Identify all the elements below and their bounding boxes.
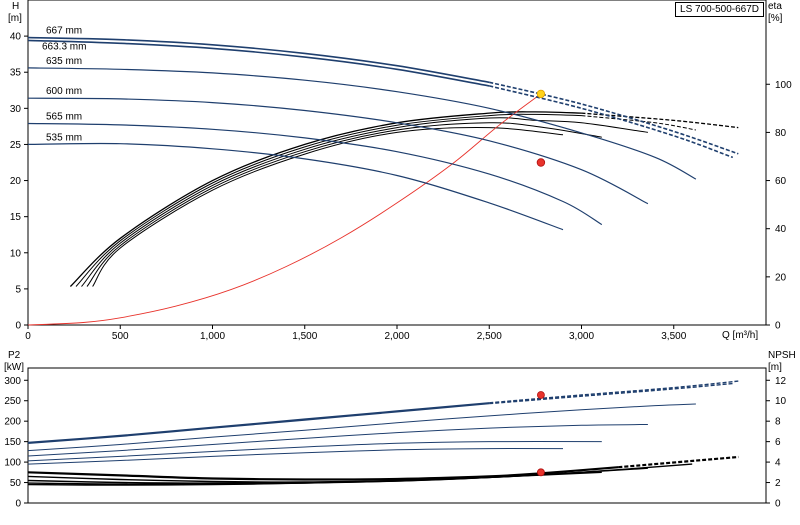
h-axis-unit: [m] [8,13,22,24]
h-tick-label: 20 [10,176,22,187]
npsh-tick-label: 2 [775,478,781,489]
npsh-axis-label: NPSH [768,350,796,361]
h-tick-label: 10 [10,248,22,259]
npsh-curve [27,472,564,486]
p2-tick-label: 250 [4,396,21,407]
duty-point [536,158,546,167]
power-curve-dashed [489,380,739,404]
p2-tick-label: 0 [15,499,21,510]
duty-point [537,391,545,399]
power-curve [27,403,696,452]
p2-axis-label: P2 [8,350,21,361]
power-npsh-panel: P2 [kW] NPSH [m] 0 50 100 150 200 250 300 0 2 4 6 8… [4,350,796,510]
p2-tick-label: 300 [4,376,21,387]
head-curve-dashed [489,85,734,159]
duty-point [536,89,546,99]
head-curve-dashed [489,81,739,155]
h-axis-label: H [12,1,19,12]
efficiency-curve [86,122,602,287]
head-curve-label: 565 mm [46,112,82,123]
npsh-tick-label: 12 [775,376,787,387]
bottom-curves [27,380,739,486]
p2-tick-label: 200 [4,417,21,428]
npsh-tick-label: 4 [775,458,781,469]
x-tick-label: 500 [112,331,129,342]
head-curve-label: 667 mm [46,26,82,37]
x-tick-label: 2,000 [384,331,409,342]
h-tick-label: 35 [10,68,22,79]
power-curve-dashed [489,382,733,405]
x-tick-label: 3,500 [661,331,686,342]
h-tick-label: 25 [10,140,22,151]
head-curve [27,122,603,226]
power-curve [27,448,564,465]
efficiency-curve [81,117,648,287]
head-curve [27,97,649,205]
npsh-curve [27,466,619,481]
eta-tick-label: 40 [775,224,787,235]
head-curve-label: 635 mm [46,56,82,67]
npsh-tick-label: 0 [775,499,781,510]
head-curve-label: 535 mm [46,132,82,143]
x-tick-label: 1,500 [292,331,317,342]
x-tick-label: 0 [25,331,31,342]
head-efficiency-panel: H [m] eta [%] Q [m³/h] 667 mm 663.3 mm 635… [8,0,792,342]
h-tick-label: 40 [10,32,22,43]
top-plot-frame [27,0,767,326]
head-curve-label: 600 mm [46,86,82,97]
x-tick-label: 3,000 [569,331,594,342]
power-curve [27,424,648,457]
efficiency-curve [92,127,564,287]
head-curve [27,39,490,87]
eta-tick-label: 80 [775,128,787,139]
power-curve [27,402,490,444]
eta-axis-label: eta [768,1,782,12]
power-curve [27,402,490,444]
eta-tick-label: 0 [775,321,781,332]
model-label: LS 700-500-667D [675,2,764,17]
npsh-axis-unit: [m] [768,362,782,373]
eta-tick-label: 60 [775,176,787,187]
npsh-curve-dashed [618,455,739,469]
eta-tick-label: 20 [775,272,787,283]
q-axis-label: Q [m³/h] [722,330,758,341]
h-tick-label: 5 [15,284,21,295]
efficiency-curve [75,113,582,287]
h-tick-label: 15 [10,212,22,223]
p2-axis-unit: [kW] [4,362,24,373]
head-curve-label: 663.3 mm [42,41,86,52]
x-tick-label: 2,500 [477,331,502,342]
head-curve [27,142,564,231]
h-tick-label: 30 [10,104,22,115]
bottom-ticks: 0 50 100 150 200 250 300 0 2 4 6 8 10 12 [4,376,786,510]
npsh-tick-label: 8 [775,417,781,428]
head-curve [27,67,697,180]
top-curves: 667 mm 663.3 mm 635 mm 600 mm 565 mm 535 mm [27,26,739,326]
efficiency-curve [69,111,582,287]
x-tick-label: 1,000 [200,331,225,342]
power-curve [27,441,602,462]
npsh-tick-label: 6 [775,437,781,448]
top-ticks: 0 500 1,000 1,500 2,000 2,500 3,000 3,500 0 5 10 15… [10,32,792,342]
eta-axis-unit: [%] [768,13,783,24]
bottom-plot-frame [27,367,767,504]
duty-point [537,468,545,477]
efficiency-curve-dashed [581,115,696,131]
p2-tick-label: 50 [10,478,22,489]
p2-tick-label: 100 [4,458,21,469]
npsh-tick-label: 10 [775,396,787,407]
h-tick-label: 0 [15,321,21,332]
eta-tick-label: 100 [775,80,792,91]
head-curve [27,36,490,84]
system-curve [27,93,542,326]
p2-tick-label: 150 [4,437,21,448]
